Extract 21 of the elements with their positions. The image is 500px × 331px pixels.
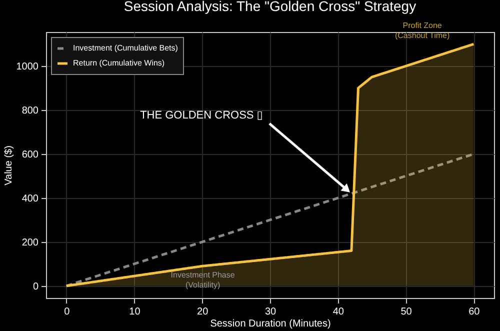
chart-title: Session Analysis: The "Golden Cross" Strategy: [124, 0, 416, 14]
x-tick-label: 60: [468, 306, 480, 318]
x-tick-label: 10: [129, 306, 141, 318]
y-tick-label: 800: [22, 106, 39, 117]
annotation: Profit Zone (Cashout Time): [394, 21, 450, 40]
x-tick-label: 20: [197, 306, 209, 318]
y-tick-label: 1000: [16, 62, 39, 73]
y-tick-label: 0: [32, 281, 39, 292]
y-tick-label: 600: [22, 150, 39, 161]
x-tick-label: 40: [332, 306, 344, 318]
x-tick-label: 50: [400, 306, 412, 318]
y-axis-title: Value ($): [3, 146, 14, 186]
annotation: THE GOLDEN CROSS ▯: [140, 110, 263, 122]
legend-label: Return (Cumulative Wins): [73, 58, 165, 68]
x-tick-label: 0: [64, 306, 70, 318]
y-tick-label: 400: [22, 193, 39, 204]
legend-label: Investment (Cumulative Bets): [73, 44, 178, 52]
annotation: Investment Phase (Volatility): [170, 270, 236, 290]
x-axis-title: Session Duration (Minutes): [210, 318, 331, 330]
y-tick-label: 200: [22, 237, 39, 248]
x-tick-label: 30: [264, 306, 276, 318]
